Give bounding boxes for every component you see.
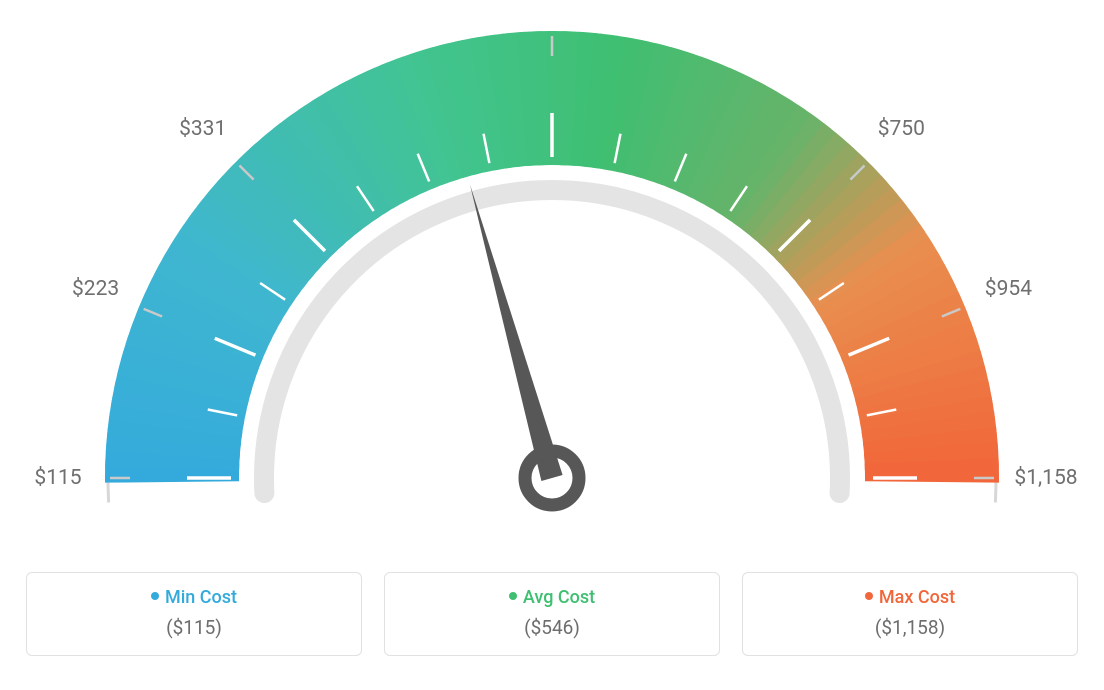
legend-min-label: Min Cost <box>165 587 237 608</box>
dot-icon <box>865 592 873 600</box>
gauge-tick-label: $1,158 <box>1014 466 1077 490</box>
gauge-tick-label: $331 <box>179 117 226 141</box>
legend-avg-value: ($546) <box>395 616 709 639</box>
legend-min-title: Min Cost <box>37 587 351 608</box>
dot-icon <box>509 592 517 600</box>
legend-avg-label: Avg Cost <box>523 587 595 608</box>
legend-min: Min Cost ($115) <box>26 572 362 656</box>
gauge-tick-label: $223 <box>72 277 119 301</box>
legend-max-value: ($1,158) <box>753 616 1067 639</box>
legend-avg: Avg Cost ($546) <box>384 572 720 656</box>
gauge-tick-label: $954 <box>985 277 1032 301</box>
dot-icon <box>151 592 159 600</box>
gauge-chart: $115$223$331$546$750$954$1,158 <box>0 0 1104 560</box>
legend-min-value: ($115) <box>37 616 351 639</box>
legend-row: Min Cost ($115) Avg Cost ($546) Max Cost… <box>0 572 1104 656</box>
gauge-tick-label: $750 <box>878 117 925 141</box>
legend-avg-title: Avg Cost <box>395 587 709 608</box>
gauge-tick-label: $115 <box>34 466 81 490</box>
legend-max: Max Cost ($1,158) <box>742 572 1078 656</box>
legend-max-label: Max Cost <box>879 587 955 608</box>
legend-max-title: Max Cost <box>753 587 1067 608</box>
gauge-svg <box>0 0 1104 560</box>
